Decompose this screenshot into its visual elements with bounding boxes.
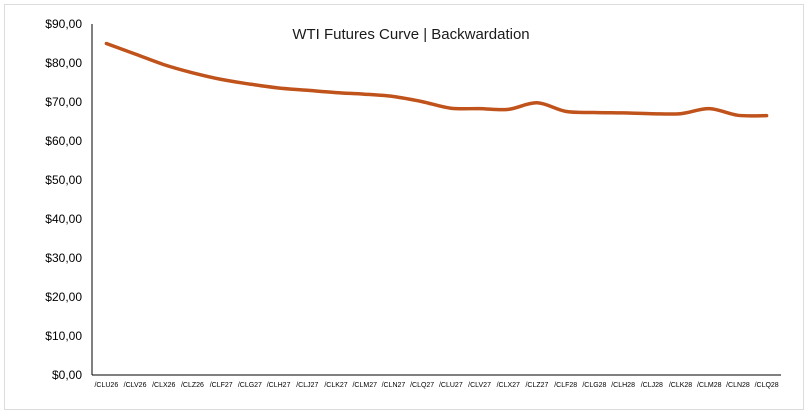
y-tick-label: $80,00 (45, 56, 82, 70)
data-point (679, 112, 683, 116)
x-tick-label: /CLU27 (439, 382, 463, 389)
y-tick-label: $40,00 (45, 212, 82, 226)
x-tick-label: /CLG28 (582, 382, 606, 389)
chart-title: WTI Futures Curve | Backwardation (292, 26, 529, 43)
x-tick-label: /CLV27 (468, 382, 491, 389)
y-tick-label: $90,00 (45, 17, 82, 31)
data-point (420, 100, 424, 104)
x-tick-label: /CLH28 (611, 382, 635, 389)
x-tick-label: /CLK27 (324, 382, 347, 389)
series-group (104, 41, 769, 118)
data-point (707, 107, 711, 111)
data-point (592, 111, 596, 115)
x-axis: /CLU26/CLV26/CLX26/CLZ26/CLF27/CLG27/CLH… (92, 374, 781, 389)
data-point (363, 92, 367, 96)
y-tick-label: $60,00 (45, 134, 82, 148)
data-point (564, 109, 568, 113)
y-tick-label: $30,00 (45, 251, 82, 265)
data-point (650, 112, 654, 116)
y-tick-label: $70,00 (45, 95, 82, 109)
data-point (190, 71, 194, 75)
x-tick-label: /CLN28 (726, 382, 750, 389)
x-tick-label: /CLH27 (267, 382, 291, 389)
x-tick-label: /CLN27 (382, 382, 406, 389)
data-point (449, 106, 453, 110)
x-tick-label: /CLV26 (124, 382, 147, 389)
x-tick-label: /CLG27 (238, 382, 262, 389)
x-tick-label: /CLF27 (210, 382, 233, 389)
y-tick-label: $20,00 (45, 290, 82, 304)
x-tick-label: /CLF28 (554, 382, 577, 389)
data-point (478, 107, 482, 111)
data-point (219, 77, 223, 81)
data-point (305, 88, 309, 92)
series-line (104, 41, 769, 118)
y-tick-label: $50,00 (45, 173, 82, 187)
data-point (391, 95, 395, 99)
data-point (133, 52, 137, 56)
x-tick-label: /CLZ26 (181, 382, 204, 389)
x-tick-label: /CLM27 (352, 382, 377, 389)
y-axis: $0,00 $10,00 $20,00 $30,00 $40,00 $50,00 $60,0… (45, 17, 93, 382)
x-tick-label: /CLZ27 (525, 382, 548, 389)
data-point (104, 42, 108, 46)
x-tick-label: /CLJ27 (296, 382, 318, 389)
data-point (765, 114, 769, 118)
x-tick-label: /CLX26 (152, 382, 175, 389)
data-point (277, 86, 281, 90)
data-point (334, 91, 338, 95)
y-tick-label: $0,00 (52, 368, 82, 382)
data-point (535, 101, 539, 105)
chart-plot: WTI Futures Curve | Backwardation $0,00$… (45, 17, 781, 389)
x-tick-label: /CLX27 (497, 382, 520, 389)
data-point (506, 107, 510, 111)
x-tick-label: /CLK28 (669, 382, 692, 389)
x-tick-label: /CLQ27 (410, 382, 434, 389)
data-point (736, 113, 740, 117)
y-tick-label: $10,00 (45, 329, 82, 343)
x-tick-label: /CLQ28 (755, 382, 779, 389)
x-tick-label: /CLM28 (697, 382, 722, 389)
data-point (162, 63, 166, 67)
x-tick-label: /CLU26 (94, 382, 118, 389)
data-point (248, 82, 252, 86)
data-point (621, 111, 625, 115)
chart-frame: WTI Futures Curve | Backwardation $0,00 $… (4, 4, 804, 410)
x-tick-label: /CLJ28 (641, 382, 663, 389)
